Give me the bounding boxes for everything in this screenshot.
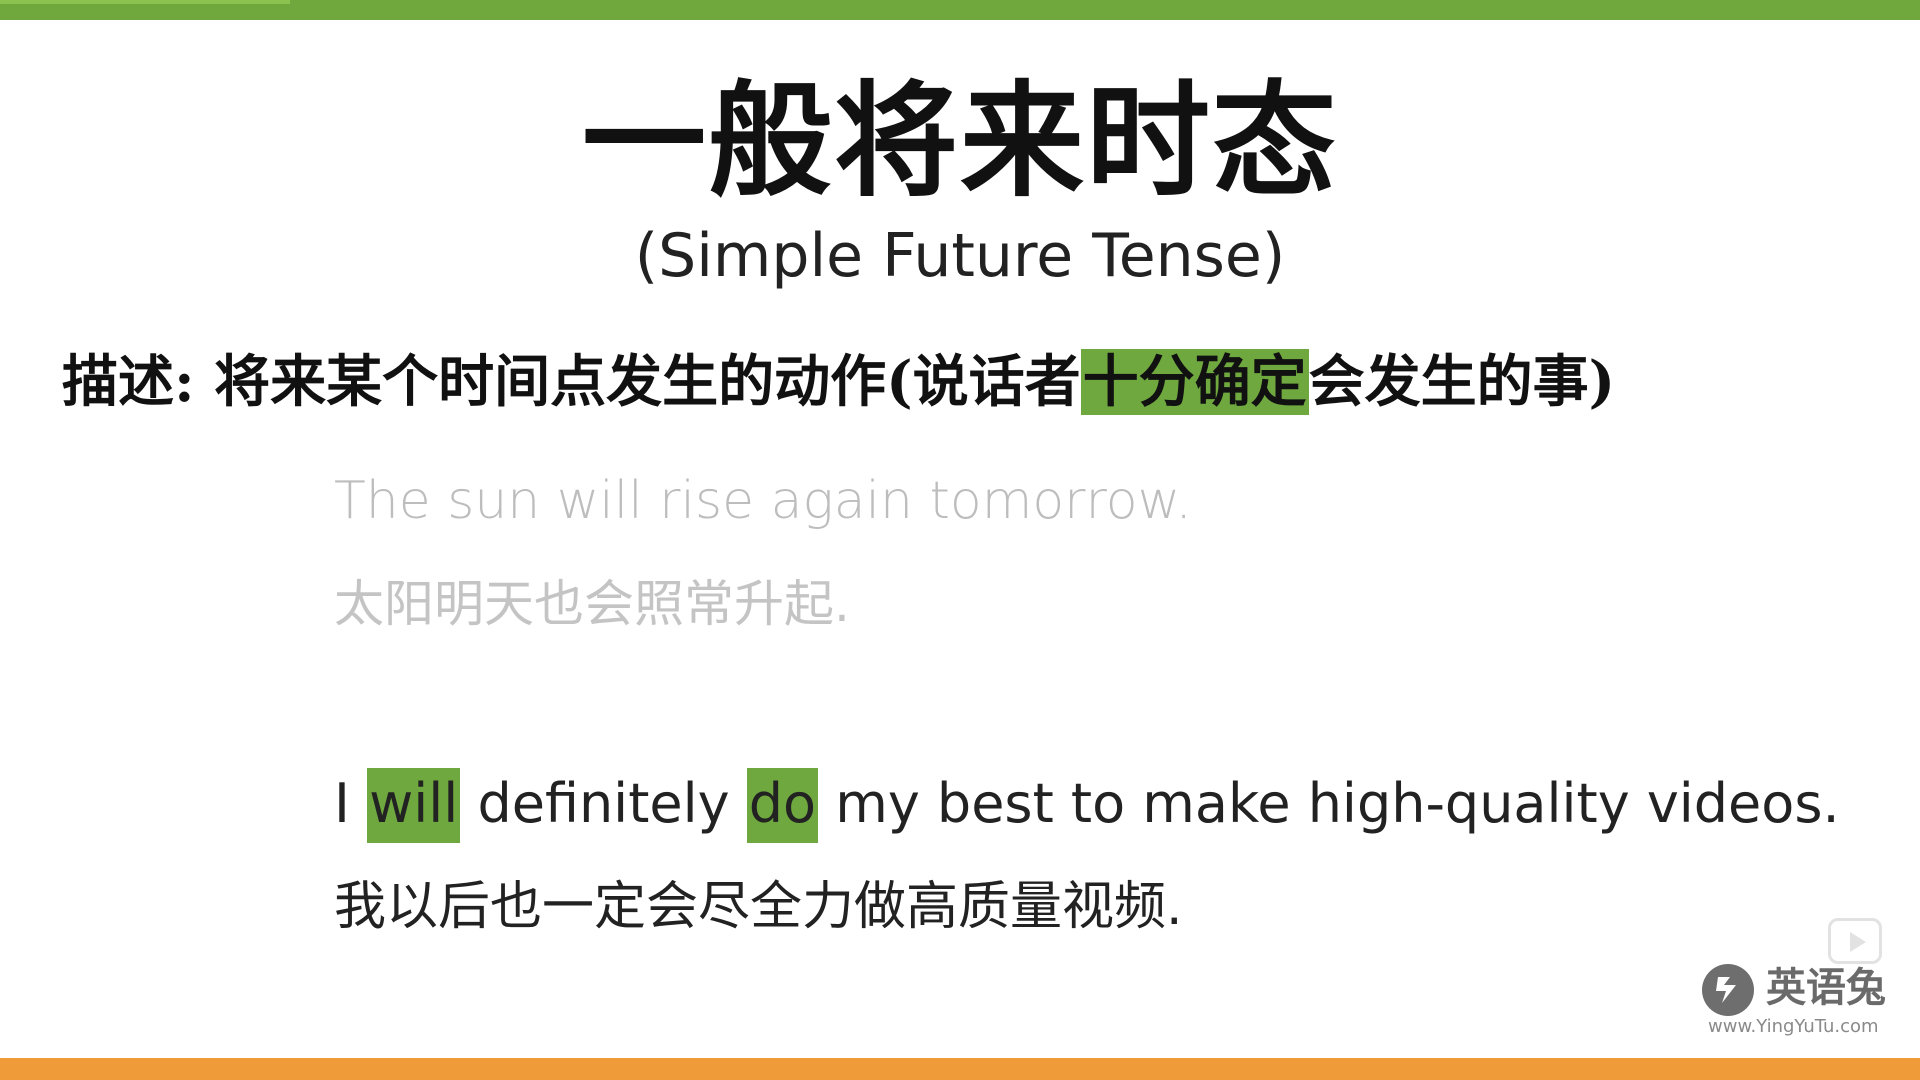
example2-text: I [334, 772, 368, 835]
description-text: 描述: 将来某个时间点发生的动作(说话者 [62, 349, 1081, 415]
example2-highlight-will: will [367, 768, 461, 843]
play-icon[interactable] [1828, 918, 1882, 964]
example1-english: The sun will rise again tomorrow. [334, 471, 1192, 531]
rabbit-logo-icon [1702, 964, 1754, 1016]
example2-text: definitely [460, 772, 747, 835]
description-text-end: 会发生的事) [1308, 349, 1616, 415]
top-accent-bar [0, 0, 1920, 20]
example2-chinese: 我以后也一定会尽全力做高质量视频. [334, 877, 1183, 937]
example2-text: my best to make high-quality videos. [818, 772, 1840, 835]
description-line: 描述: 将来某个时间点发生的动作(说话者十分确定会发生的事) [62, 340, 1862, 424]
slide-title: 一般将来时态 [581, 69, 1338, 214]
example1-chinese: 太阳明天也会照常升起. [334, 575, 850, 633]
slide-subtitle: (Simple Future Tense) [634, 221, 1286, 291]
example2-english: I will definitely do my best to make hig… [334, 768, 1840, 843]
example2-highlight-do: do [746, 768, 819, 843]
description-highlight: 十分确定 [1080, 349, 1309, 415]
watermark-url: www.YingYuTu.com [1708, 1016, 1879, 1037]
bottom-accent-bar [0, 1058, 1920, 1080]
watermark-brand: 英语兔 [1766, 964, 1886, 1011]
top-bar-highlight [0, 0, 290, 4]
watermark-logo: 英语兔 www.YingYuTu.com [1700, 960, 1900, 1040]
